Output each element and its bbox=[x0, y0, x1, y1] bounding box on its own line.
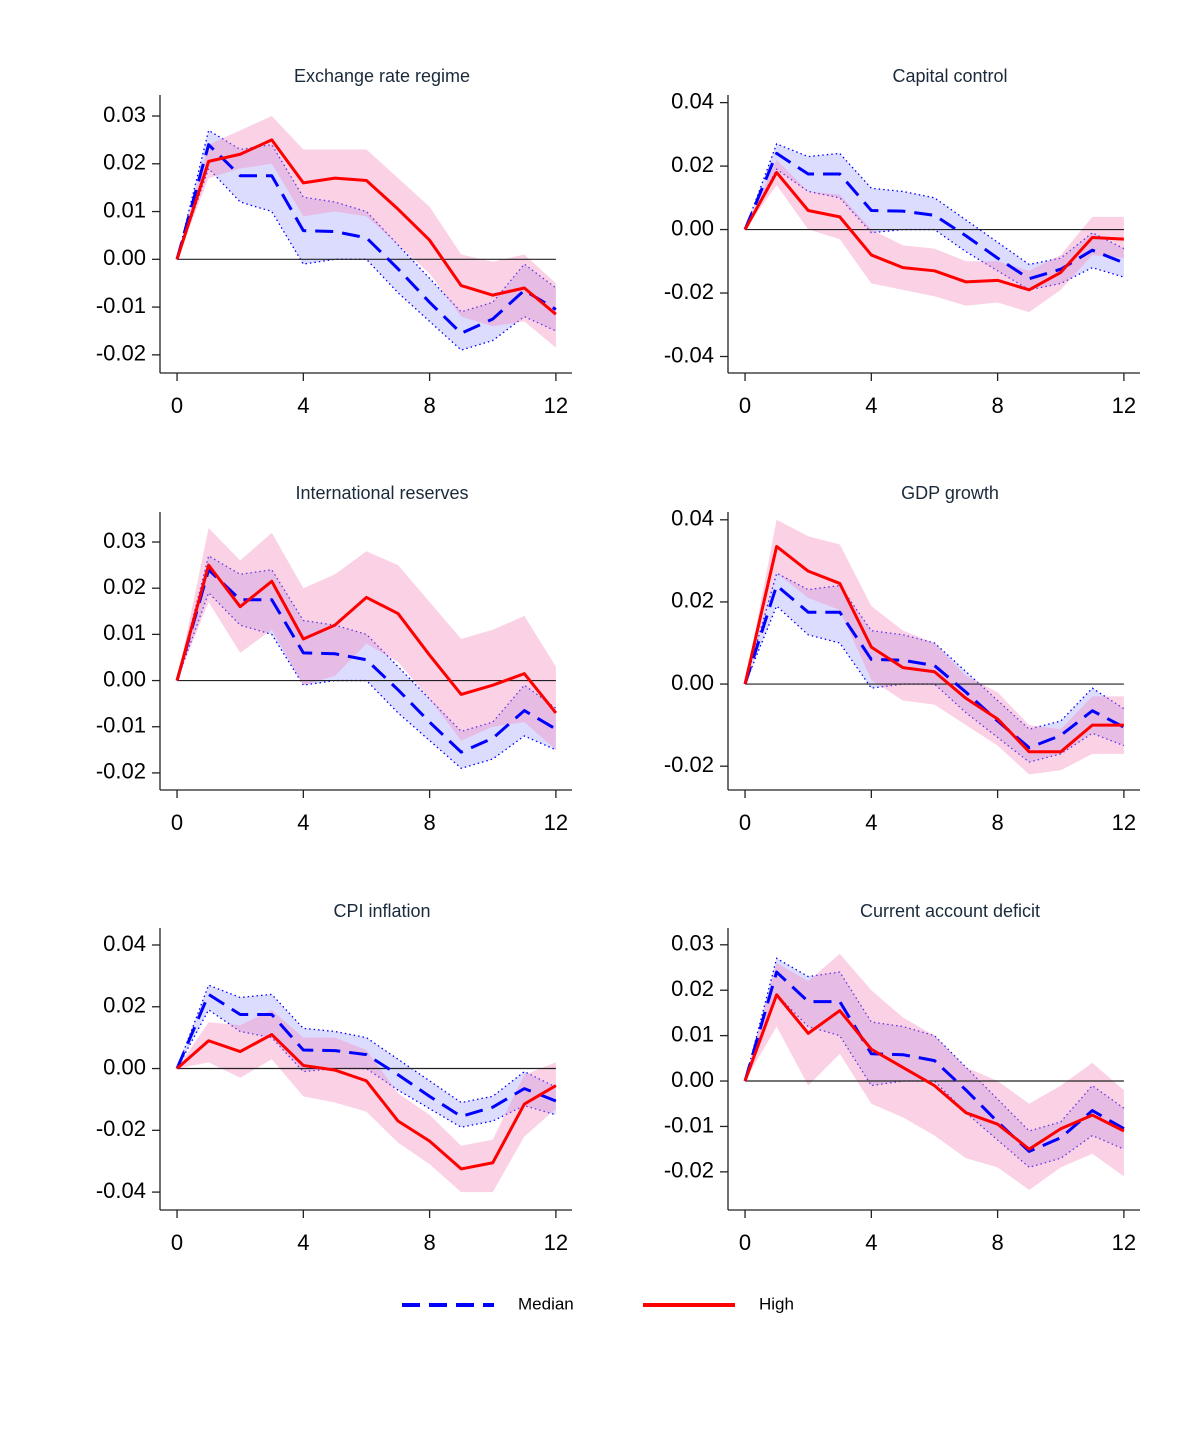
x-tick-label: 0 bbox=[171, 1230, 183, 1255]
confidence-band bbox=[177, 528, 556, 750]
panel: CPI inflation 0.04 0.02 0.00 -0.02 -0.04 0 4 8 12 bbox=[96, 901, 572, 1255]
x-tick-label: 8 bbox=[991, 1230, 1003, 1255]
y-tick-label: 0.00 bbox=[671, 670, 714, 695]
y-tick-label: 0.00 bbox=[103, 666, 146, 691]
y-tick-label: -0.04 bbox=[664, 342, 714, 367]
series-line bbox=[743, 151, 1125, 281]
series-line bbox=[176, 1033, 557, 1171]
y-tick-label: 0.04 bbox=[103, 931, 146, 956]
confidence-band bbox=[177, 985, 556, 1128]
x-tick-label: 12 bbox=[1112, 810, 1136, 835]
y-tick-label: 0.03 bbox=[103, 528, 146, 553]
series-line bbox=[175, 143, 557, 335]
confidence-band bbox=[177, 555, 556, 769]
y-tick-label: 0.01 bbox=[103, 620, 146, 645]
y-tick-label: 0.00 bbox=[103, 1054, 146, 1079]
y-tick-label: -0.01 bbox=[664, 1112, 714, 1137]
y-tick-label: -0.01 bbox=[96, 293, 146, 318]
panel-title: Capital control bbox=[892, 66, 1007, 86]
band-edge bbox=[744, 572, 1125, 730]
y-tick-label: 0.01 bbox=[103, 197, 146, 222]
panel-title: GDP growth bbox=[901, 483, 999, 503]
y-tick-label: 0.00 bbox=[671, 1067, 714, 1092]
x-tick-label: 0 bbox=[739, 1230, 751, 1255]
x-tick-label: 12 bbox=[544, 810, 568, 835]
y-tick-label: 0.02 bbox=[103, 574, 146, 599]
legend-label: Median bbox=[518, 1294, 574, 1313]
x-tick-label: 0 bbox=[171, 810, 183, 835]
y-tick-label: 0.00 bbox=[671, 215, 714, 240]
panel-title: Exchange rate regime bbox=[294, 66, 470, 86]
series-line bbox=[175, 992, 557, 1118]
confidence-band bbox=[745, 159, 1124, 313]
confidence-band bbox=[745, 573, 1124, 763]
y-tick-label: 0.02 bbox=[671, 152, 714, 177]
x-tick-label: 8 bbox=[423, 393, 435, 418]
x-tick-label: 4 bbox=[297, 1230, 309, 1255]
y-tick-label: 0.00 bbox=[103, 245, 146, 270]
y-tick-label: -0.02 bbox=[96, 759, 146, 784]
y-tick-label: 0.02 bbox=[103, 993, 146, 1018]
y-tick-label: -0.02 bbox=[96, 341, 146, 366]
x-tick-label: 12 bbox=[1112, 393, 1136, 418]
y-tick-label: 0.03 bbox=[671, 931, 714, 956]
y-tick-label: -0.02 bbox=[664, 752, 714, 777]
confidence-band bbox=[177, 1009, 556, 1193]
confidence-band bbox=[745, 519, 1124, 775]
y-tick-label: 0.03 bbox=[103, 102, 146, 127]
panel-title: International reserves bbox=[295, 483, 468, 503]
x-tick-label: 0 bbox=[171, 393, 183, 418]
x-tick-label: 4 bbox=[865, 393, 877, 418]
series-line bbox=[743, 544, 1124, 754]
y-tick-label: 0.02 bbox=[103, 150, 146, 175]
x-tick-label: 4 bbox=[865, 810, 877, 835]
y-tick-label: -0.04 bbox=[96, 1178, 146, 1203]
y-tick-label: -0.02 bbox=[96, 1116, 146, 1141]
series-line bbox=[743, 584, 1125, 750]
y-tick-label: 0.04 bbox=[671, 506, 714, 531]
y-tick-label: -0.02 bbox=[664, 279, 714, 304]
y-tick-label: -0.01 bbox=[96, 713, 146, 738]
confidence-band bbox=[745, 953, 1124, 1191]
x-tick-label: 8 bbox=[423, 810, 435, 835]
y-tick-label: 0.04 bbox=[671, 88, 714, 113]
confidence-band bbox=[745, 143, 1124, 290]
x-tick-label: 12 bbox=[544, 393, 568, 418]
series-line bbox=[743, 170, 1124, 292]
panel: GDP growth 0.04 0.02 0.00 -0.02 0 4 8 12 bbox=[664, 483, 1140, 835]
x-tick-label: 8 bbox=[423, 1230, 435, 1255]
y-tick-label: -0.02 bbox=[664, 1158, 714, 1183]
confidence-band bbox=[177, 130, 556, 351]
panel: International reserves 0.03 0.02 0.01 0.00 -0… bbox=[96, 483, 572, 835]
panel-title: Current account deficit bbox=[860, 901, 1040, 921]
y-tick-label: 0.02 bbox=[671, 588, 714, 613]
x-tick-label: 8 bbox=[991, 810, 1003, 835]
legend-label: High bbox=[759, 1294, 794, 1313]
panel: Capital control 0.04 0.02 0.00 -0.02 -0.04 0 4 8… bbox=[664, 66, 1140, 418]
series-line bbox=[743, 970, 1125, 1153]
band-edge bbox=[176, 1008, 557, 1128]
panel: Current account deficit 0.03 0.02 0.01 0.00 -… bbox=[664, 901, 1140, 1255]
band-edge bbox=[744, 604, 1125, 763]
panel-title: CPI inflation bbox=[333, 901, 430, 921]
series-line bbox=[743, 993, 1125, 1151]
x-tick-label: 0 bbox=[739, 393, 751, 418]
x-tick-label: 4 bbox=[297, 810, 309, 835]
x-tick-label: 0 bbox=[739, 810, 751, 835]
x-tick-label: 8 bbox=[991, 393, 1003, 418]
series-line bbox=[175, 563, 558, 714]
series-line bbox=[175, 138, 557, 316]
y-tick-label: 0.02 bbox=[671, 976, 714, 1001]
band-edge bbox=[176, 167, 557, 351]
band-edge bbox=[744, 957, 1125, 1132]
y-tick-label: 0.01 bbox=[671, 1021, 714, 1046]
x-tick-label: 12 bbox=[544, 1230, 568, 1255]
panel: Exchange rate regime 0.03 0.02 0.01 0.00 -0.0… bbox=[96, 66, 572, 418]
confidence-band bbox=[177, 116, 556, 348]
x-tick-label: 4 bbox=[865, 1230, 877, 1255]
x-tick-label: 4 bbox=[297, 393, 309, 418]
x-tick-label: 12 bbox=[1112, 1230, 1136, 1255]
